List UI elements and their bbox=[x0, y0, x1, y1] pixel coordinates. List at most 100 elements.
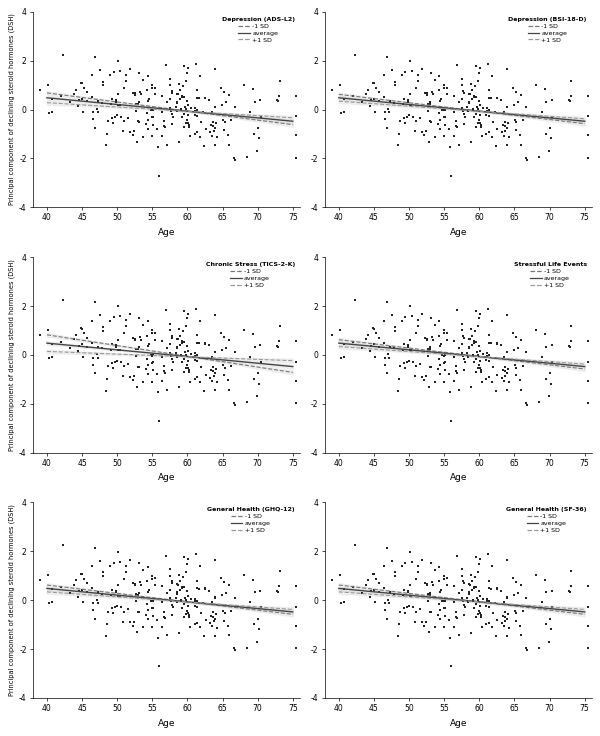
Point bbox=[411, 115, 421, 127]
Point bbox=[176, 349, 185, 361]
Point bbox=[469, 356, 479, 368]
Point bbox=[390, 570, 400, 581]
Point bbox=[220, 85, 229, 97]
Point bbox=[474, 340, 484, 352]
Point bbox=[179, 336, 189, 347]
Point bbox=[339, 597, 349, 609]
Point bbox=[115, 311, 125, 322]
Point bbox=[405, 579, 415, 591]
Point bbox=[79, 82, 89, 93]
Point bbox=[452, 121, 461, 133]
Point bbox=[172, 333, 182, 344]
Point bbox=[433, 609, 443, 620]
Point bbox=[484, 110, 494, 122]
Point bbox=[517, 89, 526, 101]
Point bbox=[566, 320, 576, 332]
Point bbox=[93, 597, 103, 609]
Point bbox=[383, 349, 393, 361]
Point bbox=[422, 333, 432, 344]
Point bbox=[402, 601, 412, 613]
Point bbox=[185, 612, 194, 623]
Point bbox=[418, 617, 427, 629]
Point bbox=[245, 351, 255, 363]
Point bbox=[437, 104, 447, 116]
Point bbox=[160, 121, 170, 133]
Point bbox=[253, 367, 263, 379]
Point bbox=[77, 77, 87, 89]
Point bbox=[484, 84, 494, 96]
Point bbox=[503, 608, 512, 620]
Point bbox=[499, 375, 509, 387]
Point bbox=[390, 79, 400, 91]
Point bbox=[177, 581, 187, 592]
Point bbox=[475, 344, 485, 356]
Point bbox=[457, 570, 466, 581]
Point bbox=[110, 110, 120, 122]
Point bbox=[77, 93, 86, 105]
Point bbox=[404, 355, 414, 367]
Point bbox=[292, 110, 301, 122]
Point bbox=[107, 357, 117, 369]
Point bbox=[399, 357, 409, 369]
Point bbox=[485, 595, 494, 606]
Point bbox=[255, 585, 265, 597]
Point bbox=[472, 101, 482, 113]
Point bbox=[182, 359, 191, 371]
Point bbox=[248, 574, 258, 586]
Point bbox=[135, 576, 145, 588]
Point bbox=[186, 593, 196, 605]
Point bbox=[473, 566, 482, 578]
Point bbox=[167, 353, 177, 365]
Point bbox=[83, 586, 92, 598]
Point bbox=[148, 350, 157, 361]
Point bbox=[503, 363, 512, 375]
Point bbox=[103, 618, 112, 630]
Point bbox=[358, 96, 367, 108]
Point bbox=[469, 91, 479, 102]
Point bbox=[125, 126, 135, 138]
Point bbox=[583, 90, 593, 102]
Point bbox=[407, 65, 417, 77]
Point bbox=[182, 558, 191, 570]
Point bbox=[157, 335, 167, 347]
Point bbox=[166, 105, 176, 116]
Point bbox=[175, 339, 185, 351]
Point bbox=[517, 334, 526, 346]
Point bbox=[464, 350, 473, 362]
Point bbox=[138, 74, 148, 85]
Point bbox=[182, 114, 191, 126]
Point bbox=[368, 568, 378, 580]
Point bbox=[440, 609, 450, 621]
Point bbox=[484, 372, 494, 383]
Point bbox=[98, 325, 108, 336]
Point bbox=[163, 629, 172, 641]
Point bbox=[457, 339, 467, 350]
Point bbox=[469, 104, 478, 116]
Point bbox=[546, 623, 556, 635]
Point bbox=[219, 369, 229, 381]
Point bbox=[425, 116, 435, 127]
Point bbox=[212, 377, 222, 389]
Point bbox=[382, 297, 392, 308]
Point bbox=[493, 124, 502, 135]
Point bbox=[440, 356, 449, 368]
Point bbox=[173, 333, 183, 345]
Point bbox=[292, 355, 301, 367]
Point bbox=[449, 106, 458, 118]
Point bbox=[211, 346, 220, 358]
Point bbox=[184, 118, 194, 130]
Point bbox=[369, 339, 379, 350]
Point bbox=[220, 362, 229, 374]
Point bbox=[182, 605, 191, 617]
Point bbox=[139, 376, 148, 388]
Point bbox=[502, 63, 512, 75]
Point bbox=[256, 110, 265, 122]
Point bbox=[390, 321, 400, 333]
Point bbox=[449, 130, 458, 142]
Point bbox=[482, 592, 491, 604]
Point bbox=[426, 557, 436, 569]
Point bbox=[403, 94, 413, 106]
Point bbox=[89, 106, 98, 118]
Point bbox=[393, 385, 403, 397]
Point bbox=[403, 339, 413, 351]
